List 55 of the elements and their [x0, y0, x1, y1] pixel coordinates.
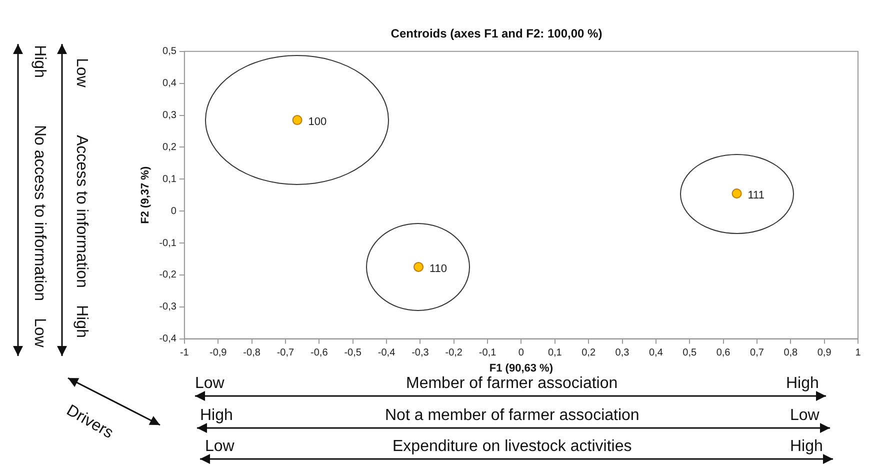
chart-title: Centroids (axes F1 and F2: 100,00 %): [390, 26, 602, 41]
text: Low: [205, 438, 234, 456]
y-tick-label: 0: [170, 206, 177, 217]
x-tick-label: -0,7: [276, 348, 295, 359]
y-axis-title: F2 (9,37 %): [140, 166, 152, 224]
x-tick-label: 0,6: [716, 348, 731, 359]
x-tick-label: 0,1: [548, 348, 562, 359]
x-tick-label: 0,4: [648, 348, 664, 359]
text: High: [30, 45, 48, 78]
text: High: [790, 438, 823, 456]
x-tick-label: 0: [518, 348, 524, 359]
x-tick-label: 0,8: [784, 348, 798, 359]
y-tick-label: 0,1: [162, 174, 177, 185]
x-tick-label: -0,1: [478, 348, 497, 359]
x-tick-label: -0,3: [412, 348, 430, 359]
annotation: 100: [308, 116, 327, 128]
y-tick-label: 0,3: [162, 110, 177, 122]
annotation: 110: [429, 262, 448, 275]
text: High: [72, 305, 90, 338]
x-tick-label: -0,8: [243, 348, 261, 359]
text: Expenditure on livestock activities: [392, 438, 632, 456]
x-tick-label: -0,5: [344, 348, 362, 359]
x-tick-label: -0,4: [378, 348, 396, 359]
text: Low: [195, 375, 224, 393]
x-tick-label: 0,7: [750, 348, 764, 359]
text: Access to information: [72, 135, 90, 288]
point: [292, 115, 302, 126]
x-tick-label: -1: [180, 348, 190, 359]
text: Low: [790, 407, 820, 425]
point: [732, 188, 742, 199]
y-tick-label: -0,1: [159, 238, 177, 249]
text: High: [786, 375, 819, 393]
point: [413, 262, 424, 272]
y-tick-label: -0,2: [159, 270, 177, 281]
y-tick-label: -0,3: [159, 302, 177, 313]
x-tick-label: -0,9: [209, 348, 228, 359]
text: No access to information: [30, 125, 48, 302]
x-tick-label: -0,2: [445, 348, 463, 359]
text: Not a member of farmer association: [385, 407, 640, 425]
text: Low: [72, 58, 90, 88]
annotation: 111: [748, 190, 764, 202]
text: Member of farmer association: [406, 375, 618, 393]
y-tick-label: 0,5: [162, 46, 177, 58]
text: Low: [30, 318, 48, 348]
x-tick-label: -0,6: [310, 348, 328, 359]
x-axis-title: F1 (90,63 %): [489, 362, 554, 374]
text: High: [200, 407, 233, 425]
x-tick-label: 0,2: [582, 348, 596, 359]
x-tick-label: 0,9: [817, 348, 832, 359]
y-tick-label: 0,2: [162, 142, 177, 153]
x-tick-label: 1: [855, 348, 862, 359]
y-tick-label: -0,4: [159, 334, 177, 345]
x-tick-label: 0,3: [615, 348, 630, 359]
y-tick-label: 0,4: [162, 78, 177, 90]
x-tick-label: 0,5: [682, 348, 697, 359]
